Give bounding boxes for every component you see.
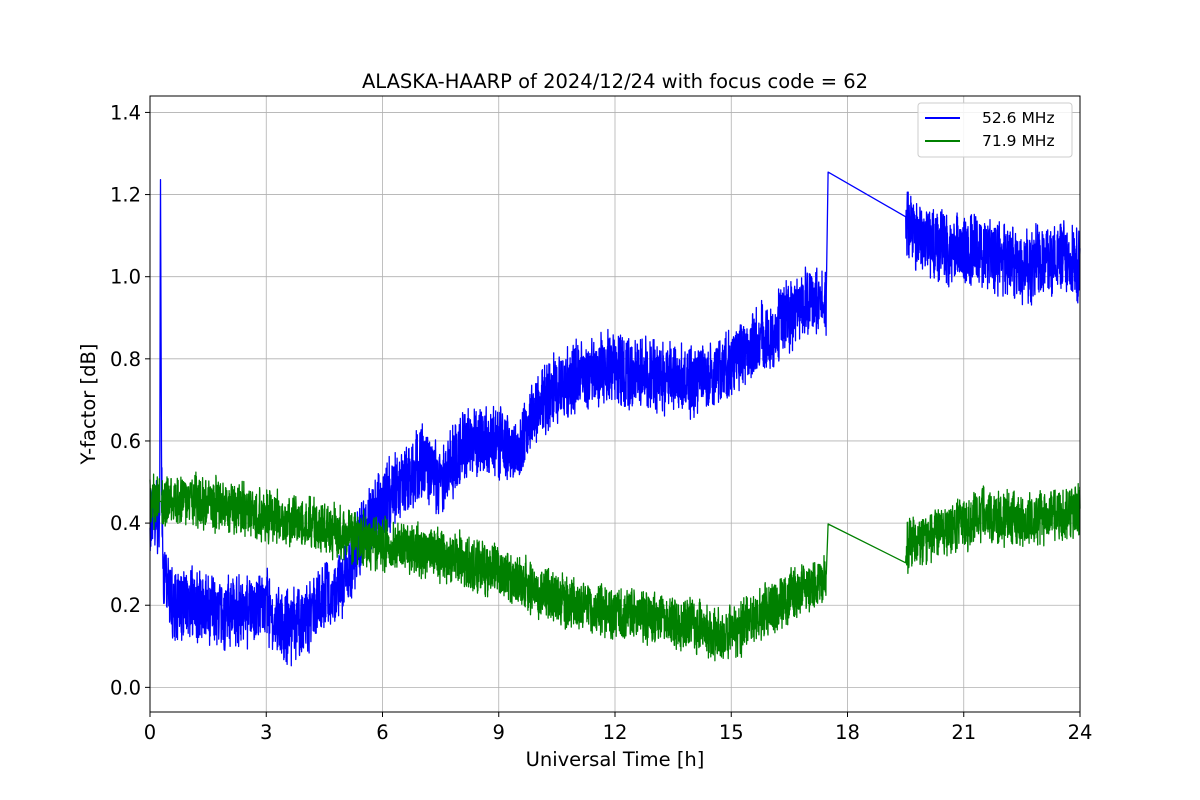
tick-layer: 0 3 6 9 12 15 18 21 24 0.0 0.2 0.4 0.6 0.8 1.0 1.2 1.4 — [110, 101, 1092, 744]
legend-label-71-9-mhz: 71.9 MHz — [982, 132, 1055, 150]
y-tick-label-1-0: 1.0 — [110, 266, 141, 289]
series-layer — [149, 171, 1081, 667]
y-tick-label-1-4: 1.4 — [110, 101, 141, 124]
x-tick-label-21: 21 — [951, 721, 976, 744]
x-tick-label-0: 0 — [144, 721, 156, 744]
series-line-71-9-mhz — [149, 471, 1081, 662]
y-tick-label-0-2: 0.2 — [110, 594, 141, 617]
legend-label-52-6-mhz: 52.6 MHz — [982, 109, 1055, 127]
y-tick-label-0-8: 0.8 — [110, 348, 141, 371]
x-axis-label: Universal Time [h] — [526, 748, 705, 771]
x-tick-label-12: 12 — [603, 721, 628, 744]
x-tick-label-6: 6 — [376, 721, 388, 744]
x-tick-label-24: 24 — [1068, 721, 1093, 744]
x-tick-label-15: 15 — [719, 721, 744, 744]
y-tick-label-1-2: 1.2 — [110, 184, 141, 207]
x-tick-label-9: 9 — [493, 721, 505, 744]
legend-box — [917, 102, 1073, 158]
x-tick-label-18: 18 — [835, 721, 860, 744]
chart-title: ALASKA-HAARP of 2024/12/24 with focus co… — [362, 70, 868, 93]
y-tick-label-0-4: 0.4 — [110, 512, 141, 535]
series-line-52-6-mhz — [149, 171, 1081, 667]
legend: 52.6 MHz 71.9 MHz — [917, 102, 1073, 158]
x-tick-label-3: 3 — [260, 721, 272, 744]
y-axis-label: Y-factor [dB] — [77, 344, 100, 466]
y-tick-label-0-6: 0.6 — [110, 430, 141, 453]
y-tick-label-0-0: 0.0 — [110, 676, 141, 699]
